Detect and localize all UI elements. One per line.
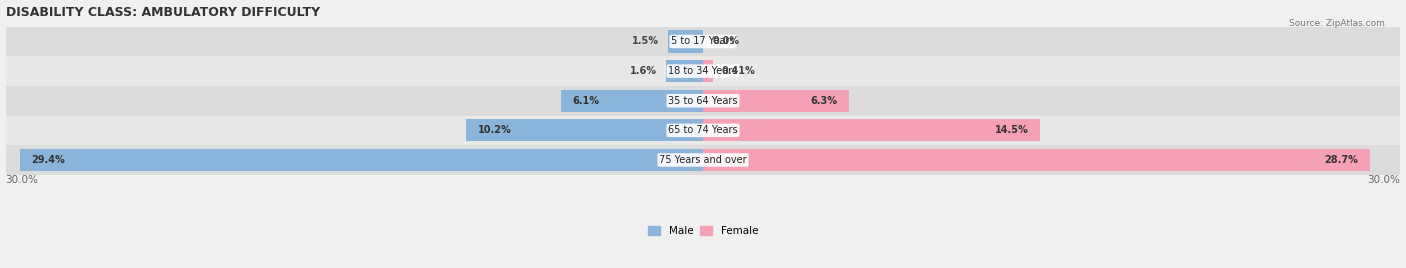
Bar bbox=[703, 90, 849, 112]
Text: 0.41%: 0.41% bbox=[721, 66, 755, 76]
Bar bbox=[703, 119, 1040, 142]
Text: 6.1%: 6.1% bbox=[572, 96, 600, 106]
Text: 10.2%: 10.2% bbox=[478, 125, 512, 135]
Bar bbox=[703, 60, 713, 82]
Text: DISABILITY CLASS: AMBULATORY DIFFICULTY: DISABILITY CLASS: AMBULATORY DIFFICULTY bbox=[6, 6, 319, 18]
Text: 30.0%: 30.0% bbox=[1368, 175, 1400, 185]
Bar bbox=[6, 27, 1400, 56]
Bar bbox=[668, 30, 703, 53]
Text: 14.5%: 14.5% bbox=[994, 125, 1028, 135]
Text: 0.0%: 0.0% bbox=[713, 36, 740, 46]
Text: 1.5%: 1.5% bbox=[631, 36, 659, 46]
Text: 30.0%: 30.0% bbox=[6, 175, 38, 185]
Text: 1.6%: 1.6% bbox=[630, 66, 657, 76]
Bar bbox=[6, 56, 1400, 86]
Bar bbox=[703, 149, 1371, 171]
Bar bbox=[561, 90, 703, 112]
Text: 65 to 74 Years: 65 to 74 Years bbox=[668, 125, 738, 135]
Text: 5 to 17 Years: 5 to 17 Years bbox=[671, 36, 735, 46]
Text: 28.7%: 28.7% bbox=[1324, 155, 1358, 165]
Bar bbox=[20, 149, 703, 171]
Text: Source: ZipAtlas.com: Source: ZipAtlas.com bbox=[1289, 19, 1385, 28]
Legend: Male, Female: Male, Female bbox=[648, 226, 758, 236]
Bar bbox=[6, 145, 1400, 175]
Bar bbox=[6, 116, 1400, 145]
Bar bbox=[6, 86, 1400, 116]
Text: 18 to 34 Years: 18 to 34 Years bbox=[668, 66, 738, 76]
Bar bbox=[666, 60, 703, 82]
Text: 35 to 64 Years: 35 to 64 Years bbox=[668, 96, 738, 106]
Bar bbox=[465, 119, 703, 142]
Text: 6.3%: 6.3% bbox=[811, 96, 838, 106]
Text: 29.4%: 29.4% bbox=[31, 155, 65, 165]
Text: 75 Years and over: 75 Years and over bbox=[659, 155, 747, 165]
